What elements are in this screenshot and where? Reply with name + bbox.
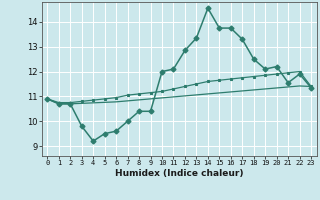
X-axis label: Humidex (Indice chaleur): Humidex (Indice chaleur): [115, 169, 244, 178]
